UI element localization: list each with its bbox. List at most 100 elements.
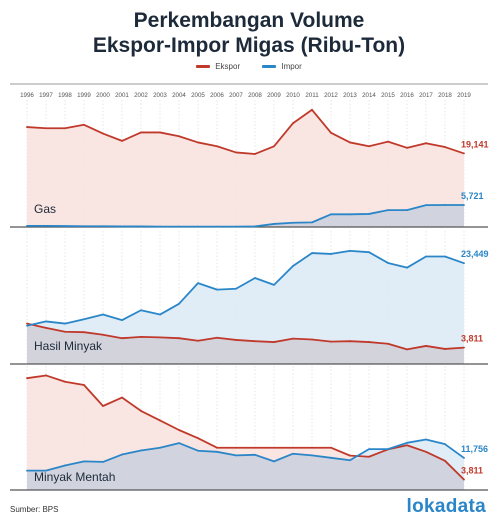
x-tick-label-2006: 2006 [210, 92, 224, 99]
panel-label-hasil-minyak: Hasil Minyak [34, 339, 103, 353]
x-tick-label-2013: 2013 [343, 92, 357, 99]
point-gas-ekspor-2008 [254, 153, 256, 155]
point-minyak-mentah-impor-2018 [444, 443, 446, 446]
point-hasil-minyak-ekspor-2016 [406, 348, 408, 351]
point-gas-ekspor-2014 [368, 145, 370, 148]
point-hasil-minyak-ekspor-2006 [216, 336, 218, 339]
x-tick-label-1997: 1997 [39, 92, 53, 99]
point-gas-ekspor-2018 [444, 146, 446, 148]
point-hasil-minyak-impor-2004 [178, 302, 180, 305]
legend-label-ekspor: Ekspor [215, 62, 241, 71]
legend-swatch-ekspor [196, 65, 211, 69]
legend-item-impor: Impor [262, 62, 302, 71]
point-gas-impor-2000 [102, 225, 104, 228]
point-minyak-mentah-ekspor-2003 [159, 419, 161, 422]
point-gas-ekspor-1996 [26, 126, 28, 128]
point-gas-impor-2006 [216, 225, 218, 228]
x-tick-label-1998: 1998 [58, 92, 72, 99]
point-hasil-minyak-ekspor-2009 [273, 341, 275, 343]
panel-label-gas: Gas [34, 202, 56, 216]
point-hasil-minyak-ekspor-2014 [368, 341, 370, 343]
point-hasil-minyak-ekspor-2003 [159, 336, 161, 339]
point-gas-impor-2004 [178, 225, 180, 228]
point-hasil-minyak-ekspor-1996 [26, 322, 28, 325]
point-hasil-minyak-ekspor-2000 [102, 333, 104, 336]
x-tick-label-2002: 2002 [134, 92, 148, 99]
legend: Ekspor Impor [0, 62, 498, 71]
chart-title-line-1: Perkembangan Volume [133, 9, 365, 32]
point-gas-impor-2015 [387, 209, 389, 211]
point-gas-impor-2019 [463, 204, 465, 206]
point-hasil-minyak-impor-2012 [330, 253, 332, 255]
point-minyak-mentah-ekspor-2004 [178, 429, 180, 431]
point-hasil-minyak-impor-1997 [45, 320, 47, 323]
point-minyak-mentah-impor-2010 [292, 452, 294, 455]
point-hasil-minyak-ekspor-2001 [121, 337, 123, 340]
point-gas-ekspor-1997 [45, 127, 47, 130]
point-gas-impor-2002 [140, 225, 142, 228]
legend-item-ekspor: Ekspor [196, 62, 240, 71]
point-gas-impor-1998 [64, 225, 66, 227]
point-gas-impor-2009 [273, 223, 275, 225]
point-minyak-mentah-ekspor-1999 [83, 384, 85, 386]
point-gas-impor-2012 [330, 213, 332, 216]
point-hasil-minyak-impor-2003 [159, 313, 161, 316]
point-gas-ekspor-2016 [406, 146, 408, 149]
point-minyak-mentah-impor-2005 [197, 449, 199, 452]
point-hasil-minyak-impor-2001 [121, 319, 123, 322]
point-hasil-minyak-impor-2015 [387, 262, 389, 264]
point-gas-ekspor-2004 [178, 135, 180, 138]
point-gas-ekspor-2013 [349, 141, 351, 144]
point-gas-impor-2003 [159, 225, 161, 228]
point-hasil-minyak-ekspor-1998 [64, 330, 66, 333]
point-gas-impor-2014 [368, 213, 370, 215]
point-minyak-mentah-ekspor-1998 [64, 380, 66, 383]
point-gas-impor-2018 [444, 204, 446, 206]
point-minyak-mentah-impor-2012 [330, 456, 332, 459]
point-hasil-minyak-ekspor-2011 [311, 338, 313, 341]
x-tick-label-2019: 2019 [457, 92, 471, 99]
point-hasil-minyak-ekspor-2004 [178, 337, 180, 340]
point-gas-impor-2010 [292, 221, 294, 224]
legend-swatch-impor [262, 65, 277, 69]
point-hasil-minyak-ekspor-2012 [330, 340, 332, 343]
area-gas-ekspor [27, 109, 464, 227]
point-gas-impor-2013 [349, 213, 351, 216]
point-gas-impor-2007 [235, 225, 237, 228]
point-gas-ekspor-2006 [216, 145, 218, 148]
point-gas-ekspor-2007 [235, 151, 237, 154]
point-gas-impor-1999 [83, 225, 85, 228]
point-gas-ekspor-2012 [330, 131, 332, 134]
end-label-hasil-minyak-ekspor: 3,811 [461, 334, 483, 344]
point-minyak-mentah-impor-2007 [235, 454, 237, 457]
point-minyak-mentah-impor-2016 [406, 441, 408, 444]
chart-title-line-2: Ekspor-Impor Migas (Ribu-Ton) [92, 34, 406, 57]
point-minyak-mentah-impor-1998 [64, 464, 66, 467]
x-tick-label-2015: 2015 [381, 92, 395, 99]
area-hasil-minyak-impor [27, 250, 464, 364]
point-gas-impor-2011 [311, 221, 313, 224]
point-minyak-mentah-ekspor-2008 [254, 446, 256, 449]
end-label-minyak-mentah-ekspor: 3,811 [461, 466, 483, 476]
line-minyak-mentah-impor [27, 438, 465, 472]
point-hasil-minyak-impor-2007 [235, 287, 237, 290]
point-minyak-mentah-ekspor-2005 [197, 437, 199, 440]
point-minyak-mentah-impor-2004 [178, 442, 180, 444]
point-hasil-minyak-impor-2011 [311, 252, 313, 254]
x-tick-label-2017: 2017 [419, 92, 433, 99]
point-minyak-mentah-impor-2014 [368, 448, 370, 450]
line-gas-ekspor [26, 108, 465, 155]
chart-title: Perkembangan Volume Ekspor-Impor Migas (… [0, 8, 498, 58]
point-hasil-minyak-ekspor-2008 [254, 340, 256, 343]
point-gas-ekspor-2003 [159, 131, 161, 134]
point-hasil-minyak-impor-2008 [254, 277, 256, 279]
point-minyak-mentah-ekspor-2006 [216, 446, 218, 449]
point-hasil-minyak-impor-2002 [140, 309, 142, 312]
point-minyak-mentah-impor-1999 [83, 460, 85, 463]
point-gas-ekspor-2009 [273, 145, 275, 148]
point-gas-impor-2001 [121, 225, 123, 228]
point-minyak-mentah-impor-2001 [121, 453, 123, 456]
line-hasil-minyak-ekspor [26, 322, 465, 351]
point-gas-ekspor-2000 [102, 132, 104, 135]
x-tick-label-2016: 2016 [400, 92, 414, 99]
